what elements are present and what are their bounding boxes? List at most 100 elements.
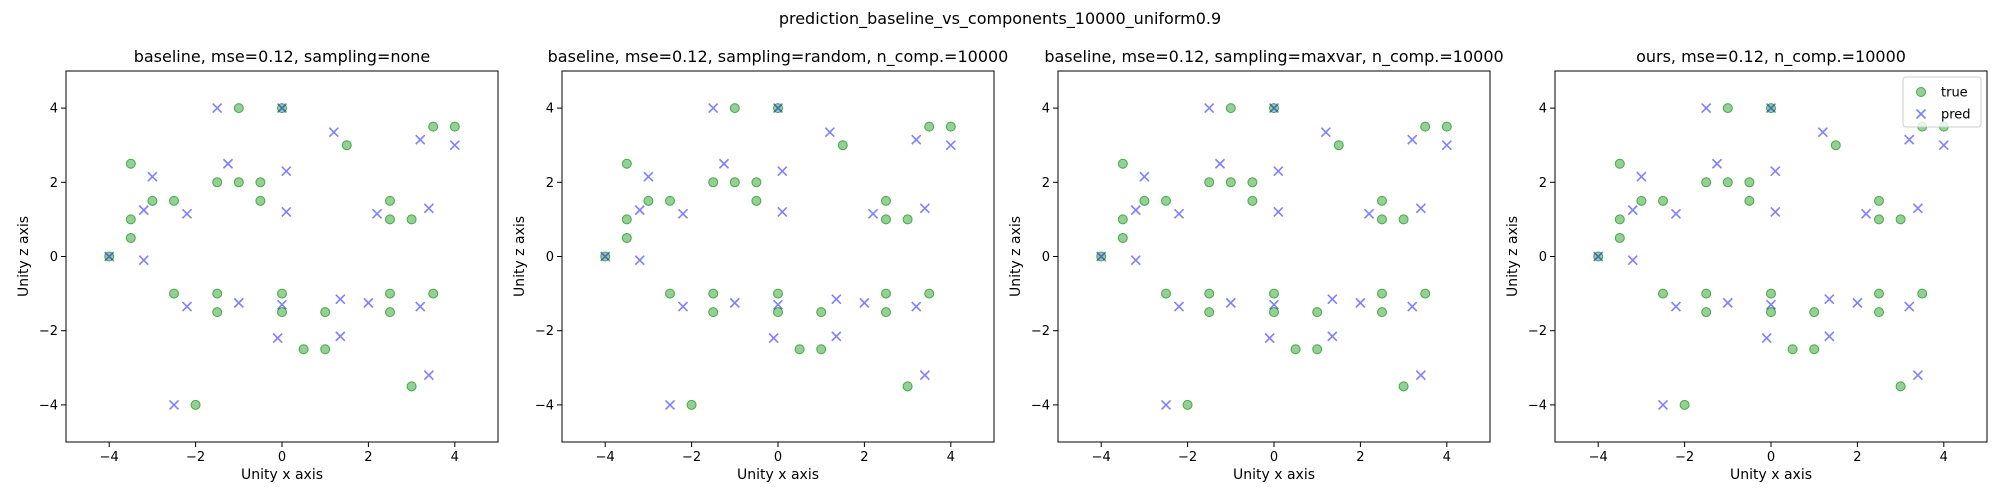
point-pred <box>1765 299 1777 310</box>
point-true <box>1290 344 1301 355</box>
point-pred <box>768 333 779 344</box>
point-true <box>1614 158 1625 169</box>
point-true <box>1701 177 1712 188</box>
point-pred <box>1765 103 1777 114</box>
point-pred <box>1722 297 1733 308</box>
point-pred <box>831 331 842 342</box>
point-true <box>212 177 223 188</box>
subplot-title: baseline, mse=0.12, sampling=random, n_c… <box>548 47 1009 67</box>
y-tick-label: 4 <box>50 102 58 117</box>
point-pred <box>212 103 223 114</box>
point-pred <box>1273 206 1284 218</box>
point-true <box>1117 214 1128 225</box>
y-tick-label: 2 <box>546 176 554 191</box>
series-pred <box>1096 103 1452 410</box>
y-tick-label: −4 <box>1528 398 1547 413</box>
x-tick-label: 4 <box>947 450 955 465</box>
point-true <box>665 288 675 299</box>
x-tick-label: −2 <box>682 450 701 465</box>
point-true <box>1161 195 1171 206</box>
y-axis-label: Unity z axis <box>1008 216 1024 297</box>
x-tick-label: 2 <box>1356 450 1364 465</box>
point-pred <box>824 127 835 138</box>
point-true <box>686 399 697 410</box>
point-pred <box>1264 333 1275 344</box>
point-pred <box>1407 301 1418 312</box>
point-pred <box>147 171 158 182</box>
point-true <box>1895 214 1906 225</box>
subplot-1: baseline, mse=0.12, sampling=none −4 −2 0 2 4… <box>16 47 499 483</box>
point-true <box>1225 103 1236 114</box>
point-true <box>1377 214 1387 225</box>
series-pred <box>1593 103 1949 410</box>
point-pred <box>181 208 193 219</box>
point-true <box>449 121 460 132</box>
point-true <box>1874 288 1884 299</box>
point-pred <box>1160 399 1172 410</box>
point-true <box>1809 307 1820 318</box>
x-tick-label: −2 <box>1675 450 1694 465</box>
point-true <box>385 214 395 225</box>
point-true <box>1333 140 1344 151</box>
x-tick-label: 4 <box>1940 450 1948 465</box>
point-pred <box>272 333 283 344</box>
y-tick-label: 4 <box>1539 102 1547 117</box>
point-pred <box>911 301 922 312</box>
point-true <box>298 344 309 355</box>
point-true <box>902 214 913 225</box>
x-tick-label: −4 <box>100 450 119 465</box>
point-pred <box>1593 251 1604 262</box>
y-tick-label: −2 <box>1528 324 1547 339</box>
legend-label-pred: pred <box>1941 108 1971 123</box>
point-pred <box>729 297 740 308</box>
point-pred <box>1817 127 1828 138</box>
x-axis-label: Unity x axis <box>1730 467 1812 483</box>
subplots: baseline, mse=0.12, sampling=none −4 −2 0 2 4… <box>16 47 1988 483</box>
point-pred <box>677 301 689 312</box>
point-true <box>212 288 223 299</box>
point-true <box>1679 399 1690 410</box>
point-pred <box>708 103 719 114</box>
x-tick-label: −2 <box>186 450 205 465</box>
point-true <box>385 195 395 206</box>
point-pred <box>415 134 426 145</box>
point-pred <box>1701 103 1712 114</box>
point-true <box>1377 288 1387 299</box>
point-true <box>1614 214 1625 225</box>
point-true <box>1874 307 1884 318</box>
point-true <box>212 307 223 318</box>
point-pred <box>634 205 645 216</box>
point-true <box>881 307 891 318</box>
point-pred <box>1852 297 1863 308</box>
point-true <box>406 381 417 392</box>
point-true <box>406 214 417 225</box>
point-pred <box>1214 158 1226 169</box>
y-tick-label: −2 <box>39 324 58 339</box>
series-pred <box>600 103 956 410</box>
point-pred <box>867 208 879 219</box>
point-true <box>1917 288 1928 299</box>
point-pred <box>634 255 645 266</box>
point-pred <box>1912 203 1923 214</box>
point-pred <box>831 294 842 305</box>
point-pred <box>371 208 383 219</box>
point-true <box>1809 344 1820 355</box>
point-pred <box>1670 301 1682 312</box>
x-tick-label: 0 <box>774 450 782 465</box>
point-pred <box>423 203 434 214</box>
point-true <box>751 195 762 206</box>
point-true <box>816 344 827 355</box>
x-tick-label: 0 <box>278 450 286 465</box>
point-true <box>1204 288 1215 299</box>
point-true <box>1701 307 1712 318</box>
point-true <box>1744 195 1755 206</box>
y-tick-label: −4 <box>1031 398 1050 413</box>
y-tick-label: 0 <box>1539 250 1547 265</box>
point-true <box>233 103 244 114</box>
point-pred <box>1130 255 1141 266</box>
point-true <box>1787 344 1798 355</box>
x-axis-label: Unity x axis <box>737 467 819 483</box>
subplot-title: baseline, mse=0.12, sampling=none <box>134 47 431 66</box>
point-pred <box>363 297 374 308</box>
